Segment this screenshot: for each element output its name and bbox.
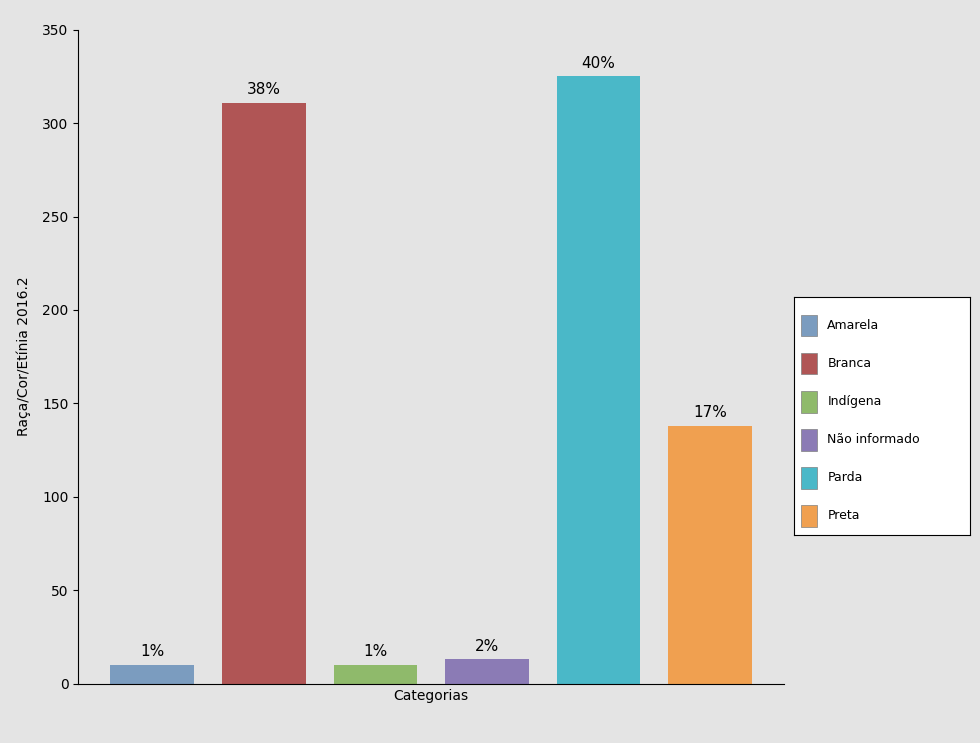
Text: 38%: 38% bbox=[247, 82, 281, 97]
Text: Indígena: Indígena bbox=[827, 395, 882, 409]
Bar bbox=[333, 665, 417, 684]
FancyBboxPatch shape bbox=[801, 353, 816, 374]
Text: Não informado: Não informado bbox=[827, 433, 920, 447]
Text: Parda: Parda bbox=[827, 471, 862, 484]
Text: 40%: 40% bbox=[581, 56, 615, 71]
Bar bbox=[557, 77, 640, 684]
Text: 2%: 2% bbox=[475, 639, 499, 654]
Text: Branca: Branca bbox=[827, 357, 871, 370]
Y-axis label: Raça/Cor/Etínia 2016.2: Raça/Cor/Etínia 2016.2 bbox=[17, 277, 31, 436]
Bar bbox=[445, 659, 529, 684]
Bar bbox=[222, 103, 306, 684]
FancyBboxPatch shape bbox=[801, 315, 816, 337]
FancyBboxPatch shape bbox=[801, 391, 816, 412]
X-axis label: Categorias: Categorias bbox=[394, 689, 468, 703]
Bar bbox=[111, 665, 194, 684]
Text: Amarela: Amarela bbox=[827, 319, 880, 332]
FancyBboxPatch shape bbox=[801, 505, 816, 527]
Text: 1%: 1% bbox=[364, 644, 387, 659]
Text: 1%: 1% bbox=[140, 644, 165, 659]
FancyBboxPatch shape bbox=[801, 467, 816, 489]
FancyBboxPatch shape bbox=[801, 429, 816, 450]
Text: 17%: 17% bbox=[693, 405, 727, 420]
Text: Preta: Preta bbox=[827, 510, 859, 522]
Bar bbox=[668, 426, 752, 684]
